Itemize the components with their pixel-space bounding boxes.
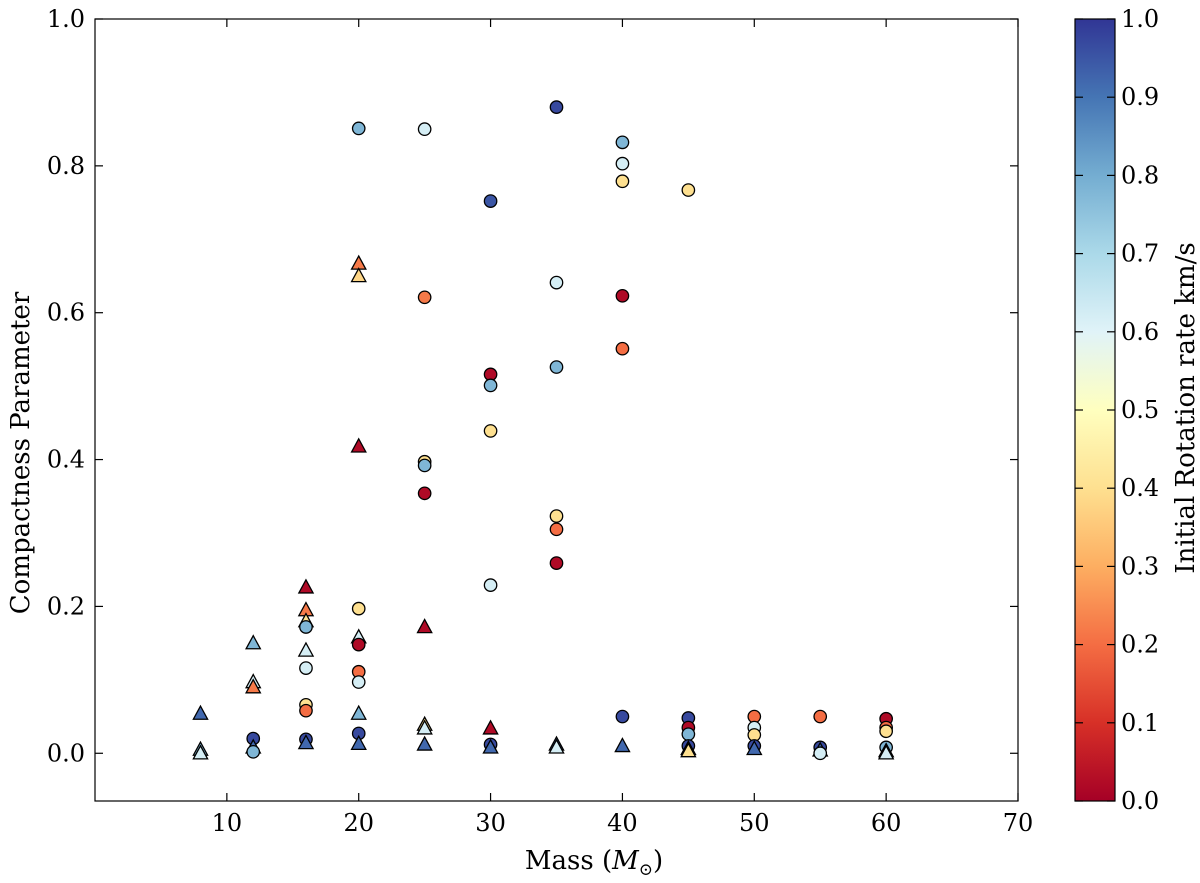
- colorbar-tick-label: 0.3: [1121, 552, 1159, 580]
- colorbar-ticks: 0.0 0.1 0.2 0.3 0.4 0.5 0.6 0.7 0.8 0.9 1.0: [1075, 5, 1159, 815]
- data-point-circle: [246, 744, 261, 759]
- data-point-circle: [417, 122, 432, 136]
- y-axis-ticks: 0.0 0.2 0.4 0.6 0.8 1.0: [47, 5, 1018, 767]
- colorbar-tick-label: 0.4: [1121, 474, 1159, 502]
- x-tick-label: 40: [607, 809, 638, 837]
- x-axis-label-text: Mass (: [525, 846, 612, 876]
- data-point-triangle: [350, 734, 367, 751]
- data-point-circle: [615, 135, 630, 150]
- y-tick-label: 0.2: [47, 592, 85, 620]
- data-point-circle: [615, 288, 630, 303]
- x-tick-label: 30: [475, 809, 506, 837]
- x-tick-label: 60: [871, 809, 902, 837]
- data-point-triangle: [297, 578, 315, 594]
- colorbar-tick-label: 0.5: [1121, 396, 1159, 424]
- data-point-triangle: [192, 744, 209, 760]
- data-point-triangle: [877, 744, 895, 760]
- colorbar-tick-label: 0.2: [1121, 631, 1159, 659]
- x-axis-label-subscript: ⊙: [639, 860, 653, 880]
- colorbar-tick-label: 0.7: [1121, 240, 1159, 268]
- data-point-circle: [483, 378, 498, 393]
- y-tick-label: 1.0: [47, 5, 85, 33]
- data-point-circle: [879, 724, 893, 739]
- plot-frame: [94, 18, 1019, 802]
- data-point-triangle: [482, 719, 499, 735]
- data-point-circle: [549, 100, 564, 114]
- x-axis-label: Mass (M⊙): [525, 846, 663, 880]
- data-point-triangle: [297, 641, 315, 657]
- colorbar-tick-label: 0.6: [1121, 318, 1159, 346]
- data-point-triangle: [350, 437, 367, 453]
- data-point-circle: [299, 661, 313, 675]
- data-point-circle: [549, 360, 564, 374]
- colorbar-tick-label: 0.8: [1121, 161, 1159, 189]
- colorbar-tick-label: 0.9: [1121, 83, 1159, 111]
- data-point-triangle: [680, 742, 697, 758]
- data-point-triangle: [245, 634, 262, 650]
- data-point-circle: [615, 709, 630, 724]
- data-point-circle: [549, 509, 564, 523]
- data-point-circle: [549, 522, 564, 537]
- x-axis-label-close: ): [653, 846, 663, 876]
- data-points: [192, 100, 895, 761]
- data-point-circle: [299, 620, 313, 634]
- data-point-triangle: [350, 267, 367, 283]
- data-point-triangle: [548, 738, 565, 754]
- data-point-triangle: [416, 719, 433, 735]
- data-point-triangle: [416, 735, 433, 751]
- data-point-circle: [417, 458, 432, 473]
- plot-area: 10 20 30 40 50 60 70 0.0 0.2 0.4 0.6 0.8 1.0: [47, 5, 1033, 837]
- colorbar-label: Initial Rotation rate km/s: [1171, 242, 1200, 573]
- data-point-triangle: [746, 740, 763, 756]
- data-point-circle: [483, 194, 498, 208]
- colorbar: 0.0 0.1 0.2 0.3 0.4 0.5 0.6 0.7 0.8 0.9 1.0 Initia…: [1074, 5, 1200, 815]
- data-point-triangle: [245, 678, 262, 694]
- x-axis-ticks: 10 20 30 40 50 60 70: [212, 19, 1034, 837]
- data-point-triangle: [416, 618, 433, 634]
- x-tick-label: 70: [1003, 809, 1034, 837]
- data-point-circle: [681, 727, 696, 742]
- data-point-circle: [351, 637, 366, 652]
- colorbar-tick-label: 0.0: [1121, 787, 1159, 815]
- data-point-circle: [549, 275, 564, 290]
- data-point-circle: [483, 578, 498, 592]
- data-point-circle: [351, 601, 366, 616]
- data-point-circle: [615, 156, 630, 171]
- data-point-circle: [813, 709, 828, 724]
- data-point-circle: [681, 183, 696, 197]
- x-tick-label: 10: [212, 809, 243, 837]
- data-point-circle: [351, 121, 366, 136]
- data-point-triangle: [482, 738, 499, 754]
- y-tick-label: 0.6: [47, 299, 85, 327]
- y-tick-label: 0.8: [47, 152, 85, 180]
- y-tick-label: 0.4: [47, 446, 85, 474]
- data-point-circle: [417, 290, 432, 305]
- data-point-triangle: [192, 704, 209, 720]
- data-point-triangle: [350, 704, 367, 720]
- data-point-triangle: [614, 737, 631, 753]
- data-point-circle: [299, 703, 313, 718]
- y-axis-label: Compactness Parameter: [6, 291, 36, 614]
- data-point-circle: [417, 486, 432, 501]
- data-point-circle: [813, 746, 828, 761]
- x-tick-label: 50: [739, 809, 770, 837]
- data-point-circle: [549, 556, 564, 570]
- colorbar-tick-label: 0.1: [1121, 709, 1159, 737]
- x-tick-label: 20: [343, 809, 374, 837]
- data-point-triangle: [297, 734, 315, 750]
- colorbar-tick-label: 1.0: [1121, 5, 1159, 33]
- x-axis-label-symbol: M: [611, 846, 640, 876]
- y-tick-label: 0.0: [47, 739, 85, 767]
- data-point-circle: [483, 424, 498, 438]
- data-point-circle: [615, 341, 630, 356]
- data-point-circle: [351, 675, 366, 689]
- data-point-circle: [615, 174, 630, 189]
